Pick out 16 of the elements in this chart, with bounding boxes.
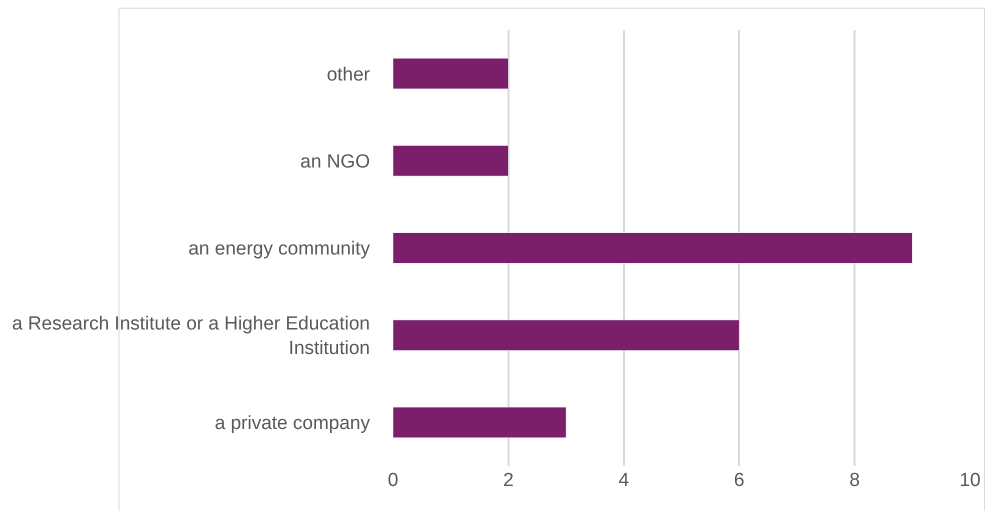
y-tick-label: an NGO	[300, 151, 370, 172]
x-tick-label: 6	[734, 470, 744, 491]
bar	[393, 232, 913, 264]
bar	[393, 58, 509, 90]
bar	[393, 145, 509, 176]
bar	[393, 320, 740, 351]
x-tick-label: 8	[849, 470, 860, 491]
y-tick-label: a Research Institute or a Higher Education Institution	[12, 314, 370, 360]
x-tick-label: 4	[618, 470, 630, 491]
x-tick-label: 10	[959, 470, 981, 491]
bar	[393, 406, 566, 438]
y-tick-label: a private company	[214, 413, 370, 434]
y-tick-label: other	[326, 64, 371, 86]
x-tick-label: 0	[388, 470, 398, 491]
x-tick-label: 2	[503, 470, 514, 491]
y-tick-label: an energy community	[188, 238, 370, 260]
